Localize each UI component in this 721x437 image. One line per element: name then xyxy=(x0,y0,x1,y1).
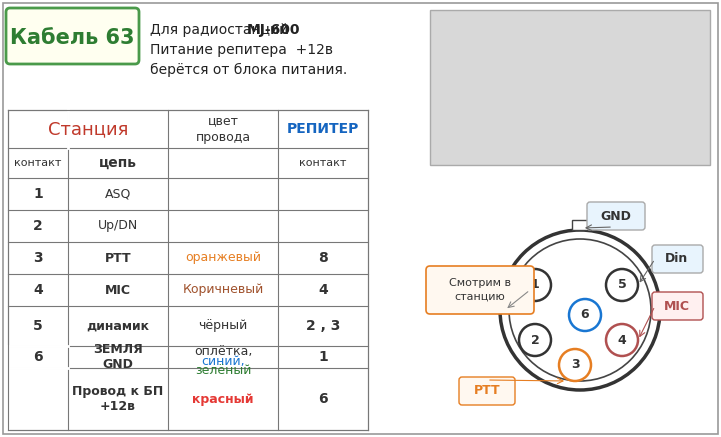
Text: 1: 1 xyxy=(33,187,43,201)
Text: контакт: контакт xyxy=(14,158,62,168)
Text: PTT: PTT xyxy=(105,252,131,264)
Text: MIC: MIC xyxy=(105,284,131,296)
Text: 6: 6 xyxy=(580,309,589,322)
Bar xyxy=(572,220,588,230)
Text: Смотрим в
станцию: Смотрим в станцию xyxy=(449,278,511,302)
Text: .: . xyxy=(284,23,288,37)
Text: 6: 6 xyxy=(33,350,43,364)
Text: 2: 2 xyxy=(33,219,43,233)
Text: ASQ: ASQ xyxy=(105,187,131,201)
FancyBboxPatch shape xyxy=(6,8,139,64)
FancyBboxPatch shape xyxy=(587,202,645,230)
Text: 5: 5 xyxy=(33,319,43,333)
Circle shape xyxy=(559,349,591,381)
Circle shape xyxy=(606,269,638,301)
Text: 4: 4 xyxy=(33,283,43,297)
Text: 1: 1 xyxy=(318,350,328,364)
Text: берётся от блока питания.: берётся от блока питания. xyxy=(150,63,348,77)
Text: MIC: MIC xyxy=(664,299,690,312)
Circle shape xyxy=(509,239,651,381)
Circle shape xyxy=(519,269,551,301)
Text: 1: 1 xyxy=(531,278,539,291)
Text: Для радиостанций: Для радиостанций xyxy=(150,23,293,37)
Text: 3: 3 xyxy=(33,251,43,265)
Text: Питание репитера  +12в: Питание репитера +12в xyxy=(150,43,333,57)
Text: оплётка,: оплётка, xyxy=(194,344,252,357)
FancyBboxPatch shape xyxy=(3,3,718,434)
Circle shape xyxy=(606,324,638,356)
Text: красный: красный xyxy=(193,392,254,406)
Text: 3: 3 xyxy=(571,358,579,371)
Text: оранжевый: оранжевый xyxy=(185,252,261,264)
Text: ЗЕМЛЯ
GND: ЗЕМЛЯ GND xyxy=(93,343,143,371)
Text: 5: 5 xyxy=(618,278,627,291)
Text: Провод к БП
+12в: Провод к БП +12в xyxy=(72,385,164,413)
Text: чёрный: чёрный xyxy=(198,319,247,333)
Text: зелёный: зелёный xyxy=(195,364,251,378)
Text: Кабель 63: Кабель 63 xyxy=(10,28,134,48)
Text: 2 , 3: 2 , 3 xyxy=(306,319,340,333)
Circle shape xyxy=(500,230,660,390)
Text: синий,: синий, xyxy=(201,354,245,368)
Text: 6: 6 xyxy=(318,392,328,406)
Circle shape xyxy=(569,299,601,331)
Text: PTT: PTT xyxy=(474,385,500,398)
Text: контакт: контакт xyxy=(299,158,347,168)
Text: Коричневый: Коричневый xyxy=(182,284,264,296)
Text: цвет
провода: цвет провода xyxy=(195,114,251,143)
Text: Din: Din xyxy=(665,253,689,266)
Text: 8: 8 xyxy=(318,251,328,265)
FancyBboxPatch shape xyxy=(426,266,534,314)
Circle shape xyxy=(519,324,551,356)
Text: Up/DN: Up/DN xyxy=(98,219,138,232)
FancyBboxPatch shape xyxy=(652,292,703,320)
Text: 4: 4 xyxy=(618,333,627,347)
Bar xyxy=(430,10,710,165)
Text: 4: 4 xyxy=(318,283,328,297)
Text: Станция: Станция xyxy=(48,120,128,138)
Text: РЕПИТЕР: РЕПИТЕР xyxy=(287,122,359,136)
Text: GND: GND xyxy=(601,209,632,222)
Text: MJ-600: MJ-600 xyxy=(247,23,301,37)
Text: цепь: цепь xyxy=(99,156,137,170)
Text: динамик: динамик xyxy=(87,319,149,333)
FancyBboxPatch shape xyxy=(652,245,703,273)
FancyBboxPatch shape xyxy=(459,377,515,405)
Text: 2: 2 xyxy=(531,333,539,347)
